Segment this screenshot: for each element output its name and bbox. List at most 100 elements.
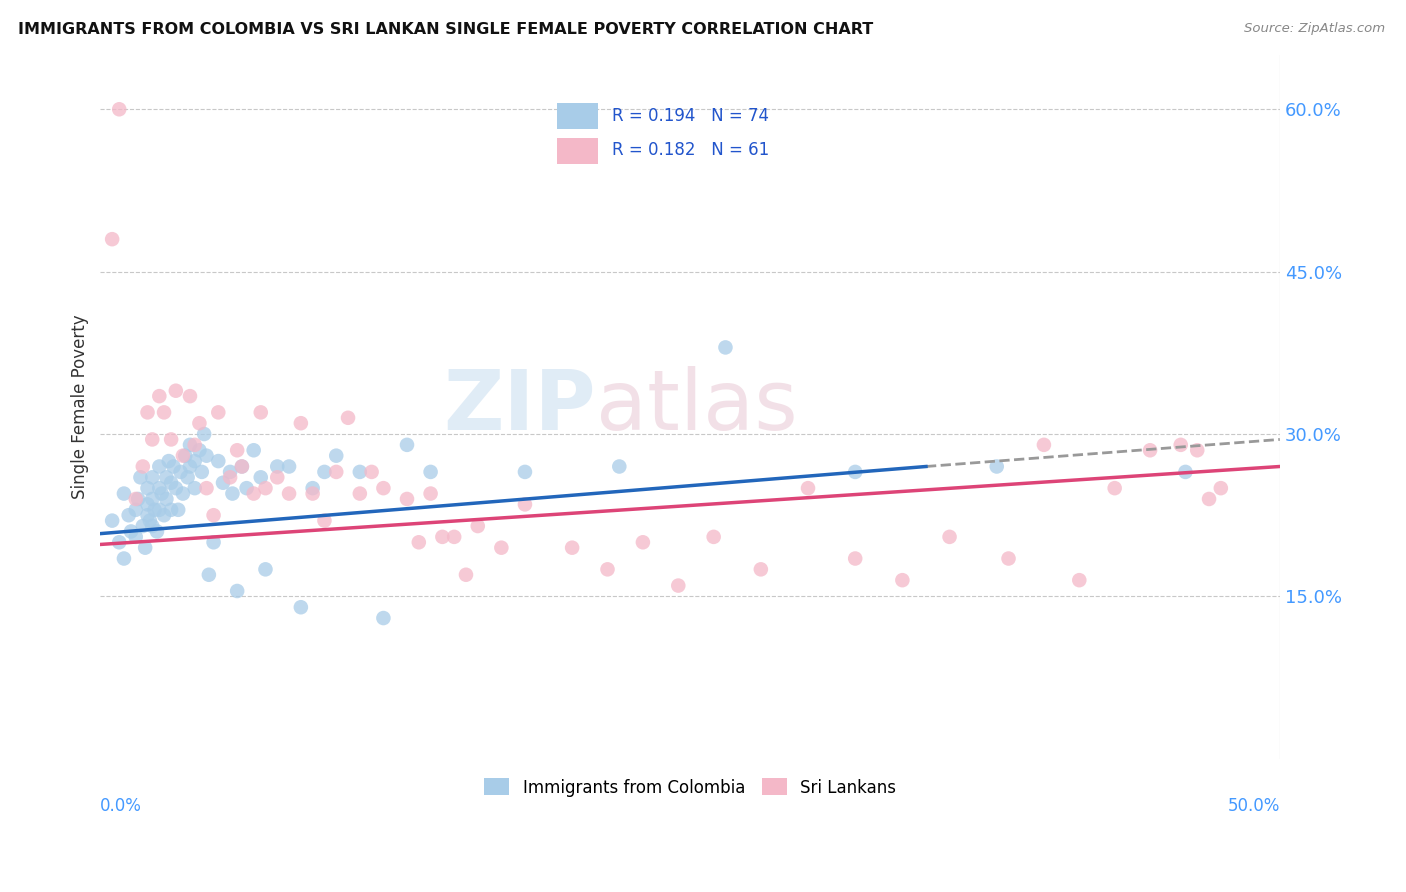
Point xyxy=(219,470,242,484)
Point xyxy=(112,551,135,566)
Point xyxy=(101,232,124,246)
Point xyxy=(221,486,243,500)
Point xyxy=(108,102,131,116)
Point xyxy=(1198,491,1220,506)
Point xyxy=(349,486,371,500)
Point xyxy=(1139,443,1161,458)
Point xyxy=(226,443,249,458)
Point xyxy=(174,449,197,463)
Point xyxy=(118,508,141,523)
Point xyxy=(596,562,619,576)
Point xyxy=(101,514,124,528)
Point xyxy=(301,486,323,500)
Point xyxy=(120,524,142,539)
Text: 0.0%: 0.0% xyxy=(100,797,142,815)
Point xyxy=(1174,465,1197,479)
Point xyxy=(666,578,689,592)
Point xyxy=(195,481,218,495)
Point xyxy=(419,465,441,479)
Point xyxy=(148,503,170,517)
Point xyxy=(1170,438,1192,452)
Point xyxy=(278,459,301,474)
Point xyxy=(797,481,820,495)
Point xyxy=(254,562,277,576)
Point xyxy=(188,416,211,430)
Point xyxy=(408,535,430,549)
Point xyxy=(160,433,183,447)
Point xyxy=(179,389,201,403)
Point xyxy=(432,530,454,544)
Point xyxy=(631,535,654,549)
Point xyxy=(165,384,187,398)
Point xyxy=(136,481,159,495)
Point xyxy=(134,541,156,555)
Point xyxy=(136,405,159,419)
Point xyxy=(314,514,336,528)
Point xyxy=(191,465,214,479)
Point xyxy=(219,465,242,479)
Point xyxy=(183,438,205,452)
Point xyxy=(202,535,225,549)
Point xyxy=(176,470,198,484)
Point xyxy=(349,465,371,479)
Point xyxy=(183,481,205,495)
Point xyxy=(212,475,235,490)
Point xyxy=(231,459,253,474)
Point xyxy=(207,454,229,468)
Point xyxy=(139,514,162,528)
Point xyxy=(419,486,441,500)
Point xyxy=(157,454,180,468)
Point xyxy=(1209,481,1232,495)
Point xyxy=(986,459,1008,474)
Point xyxy=(891,573,914,587)
Point xyxy=(561,541,583,555)
Point xyxy=(226,584,249,599)
Point xyxy=(254,481,277,495)
Point xyxy=(162,459,184,474)
Text: atlas: atlas xyxy=(596,367,797,448)
Point xyxy=(844,465,866,479)
Text: Source: ZipAtlas.com: Source: ZipAtlas.com xyxy=(1244,22,1385,36)
Y-axis label: Single Female Poverty: Single Female Poverty xyxy=(72,315,89,500)
Point xyxy=(231,459,253,474)
Point xyxy=(373,611,395,625)
Point xyxy=(141,433,163,447)
Point xyxy=(136,508,159,523)
Point xyxy=(125,503,148,517)
Point xyxy=(129,470,152,484)
Point xyxy=(148,481,170,495)
Point xyxy=(491,541,513,555)
Point xyxy=(290,416,312,430)
Point xyxy=(325,465,347,479)
Point xyxy=(395,438,418,452)
Point xyxy=(141,470,163,484)
Point xyxy=(513,465,536,479)
Point xyxy=(290,600,312,615)
Point xyxy=(188,443,211,458)
Point xyxy=(1104,481,1126,495)
Point xyxy=(165,481,187,495)
Point xyxy=(160,503,183,517)
Point xyxy=(749,562,772,576)
Text: 50.0%: 50.0% xyxy=(1227,797,1279,815)
Point xyxy=(195,449,218,463)
Point xyxy=(148,389,170,403)
Point xyxy=(703,530,725,544)
Point xyxy=(148,459,170,474)
Point xyxy=(360,465,382,479)
Point xyxy=(153,405,176,419)
Point xyxy=(242,486,264,500)
Point xyxy=(467,519,489,533)
Text: ZIP: ZIP xyxy=(443,367,596,448)
Point xyxy=(132,519,155,533)
Point xyxy=(155,491,177,506)
Point xyxy=(207,405,229,419)
Point xyxy=(235,481,257,495)
Point xyxy=(454,567,477,582)
Point xyxy=(198,567,221,582)
Point xyxy=(153,508,176,523)
Point xyxy=(266,459,288,474)
Legend: Immigrants from Colombia, Sri Lankans: Immigrants from Colombia, Sri Lankans xyxy=(478,772,903,803)
Point xyxy=(125,491,148,506)
Point xyxy=(143,503,166,517)
